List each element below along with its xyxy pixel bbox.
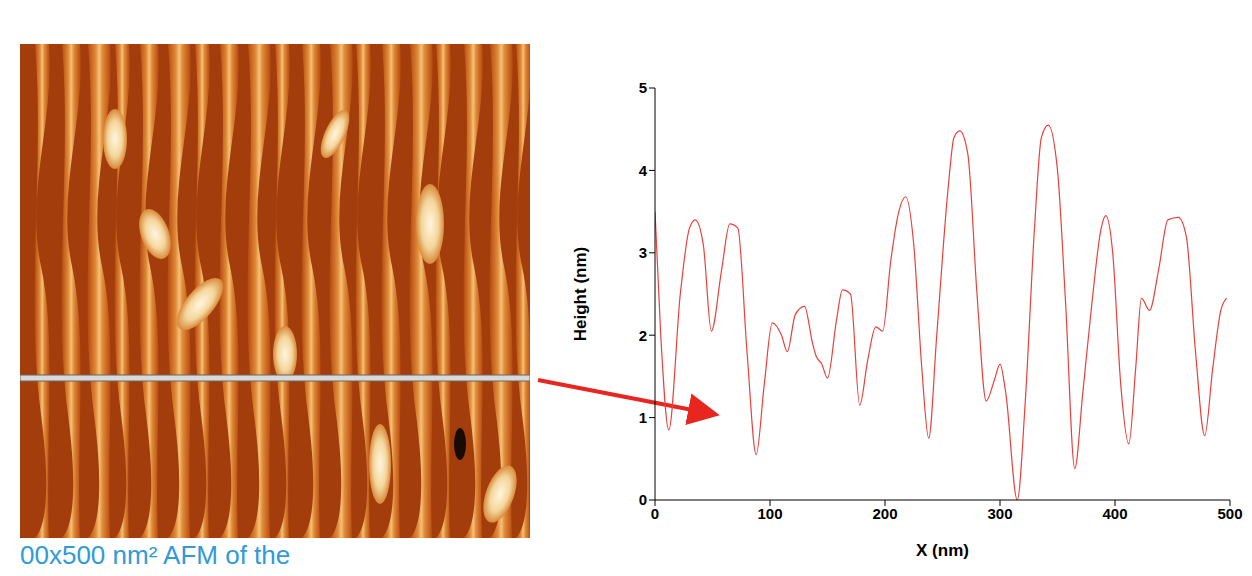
svg-text:Height (nm): Height (nm) (571, 247, 590, 341)
svg-text:0: 0 (651, 505, 659, 522)
svg-text:200: 200 (872, 505, 897, 522)
svg-text:300: 300 (987, 505, 1012, 522)
svg-text:400: 400 (1102, 505, 1127, 522)
svg-text:100: 100 (757, 505, 782, 522)
svg-text:1: 1 (639, 409, 647, 426)
svg-text:5: 5 (639, 79, 647, 96)
svg-text:0: 0 (639, 491, 647, 508)
svg-text:3: 3 (639, 244, 647, 261)
svg-text:500: 500 (1217, 505, 1242, 522)
svg-text:X (nm): X (nm) (916, 541, 969, 560)
svg-text:4: 4 (639, 162, 648, 179)
html-text:00x500 nm² AFM of the: 00x500 nm² AFM of the (20, 540, 291, 570)
svg-text:2: 2 (639, 327, 647, 344)
